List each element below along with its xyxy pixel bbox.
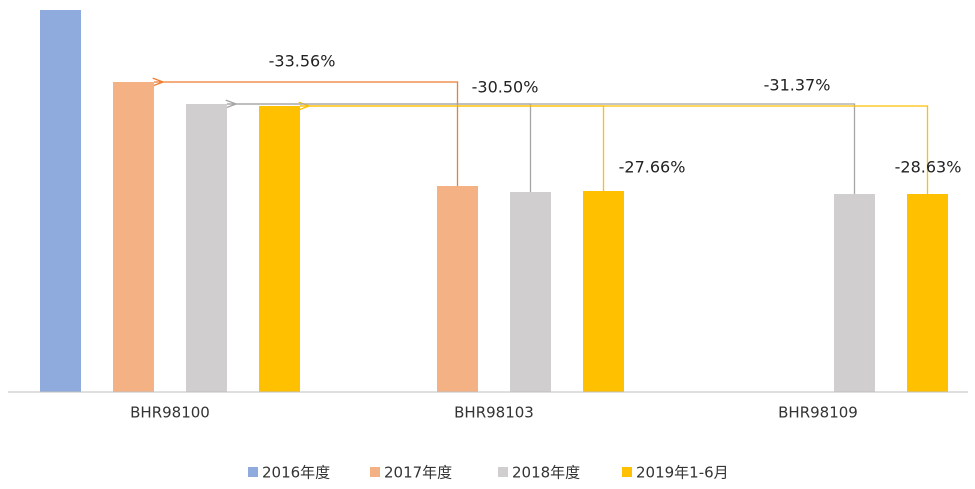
annotation: -28.63%	[895, 158, 962, 177]
bar	[113, 82, 154, 392]
bar	[437, 186, 478, 392]
x-tick-label: BHR98109	[778, 404, 858, 422]
annotation: -31.37%	[764, 76, 831, 95]
connector	[154, 82, 459, 186]
annotation: -33.56%	[269, 52, 336, 71]
legend-swatch	[622, 467, 632, 477]
legend-label: 2017年度	[384, 464, 452, 482]
bar	[583, 191, 624, 392]
legend-swatch	[498, 467, 508, 477]
annotation: -30.50%	[472, 78, 539, 97]
bar	[510, 192, 551, 392]
legend-swatch	[248, 467, 258, 477]
legend-label: 2016年度	[262, 464, 330, 482]
x-tick-label: BHR98103	[454, 404, 534, 422]
bar	[40, 10, 81, 392]
bar	[907, 194, 948, 392]
bar	[259, 106, 300, 392]
bar	[834, 194, 875, 392]
legend-label: 2018年度	[512, 464, 580, 482]
legend-swatch	[370, 467, 380, 477]
annotation: -27.66%	[619, 158, 686, 177]
bar	[186, 104, 227, 392]
legend-label: 2019年1-6月	[636, 464, 729, 482]
connector	[300, 106, 605, 191]
connector	[227, 103, 856, 194]
connector	[300, 105, 929, 194]
x-tick-label: BHR98100	[130, 404, 210, 422]
